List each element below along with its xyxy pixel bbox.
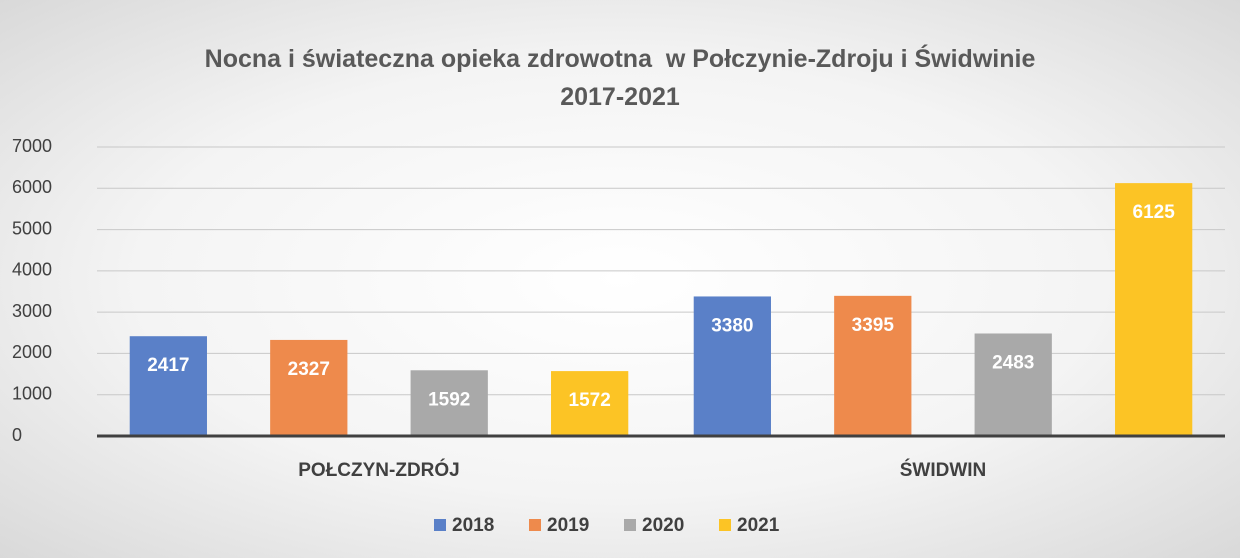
- legend-label: 2018: [452, 515, 494, 536]
- data-label: 6125: [1133, 202, 1176, 223]
- y-tick-label: 5000: [12, 218, 52, 238]
- data-label: 2483: [992, 353, 1034, 374]
- x-tick-label: POŁCZYN-ZDRÓJ: [298, 459, 460, 481]
- legend-swatch: [719, 519, 731, 531]
- legend-swatch: [624, 519, 636, 531]
- data-label: 3395: [852, 315, 895, 336]
- bar: [974, 333, 1052, 436]
- y-tick-label: 6000: [12, 177, 52, 197]
- data-label: 3380: [711, 315, 753, 336]
- bar: [834, 295, 912, 436]
- bar: [410, 370, 488, 436]
- legend-swatch: [529, 519, 541, 531]
- bar: [551, 371, 629, 436]
- y-tick-label: 4000: [12, 260, 52, 280]
- y-tick-label: 2000: [12, 342, 52, 362]
- data-label: 2417: [147, 355, 189, 376]
- data-label: 1592: [428, 389, 470, 410]
- y-tick-label: 7000: [12, 136, 52, 156]
- y-tick-label: 0: [12, 425, 22, 445]
- bar: [270, 339, 348, 436]
- data-label: 1572: [569, 390, 611, 411]
- legend-swatch: [434, 519, 446, 531]
- bar: [129, 336, 207, 436]
- x-tick-label: ŚWIDWIN: [900, 459, 987, 481]
- y-tick-label: 1000: [12, 383, 52, 403]
- legend-label: 2020: [642, 515, 684, 536]
- chart-title: Nocna i świateczna opieka zdrowotna w Po…: [204, 45, 1043, 111]
- legend-label: 2019: [547, 515, 589, 536]
- y-tick-label: 3000: [12, 301, 52, 321]
- data-label: 2327: [288, 359, 330, 380]
- bar: [1115, 183, 1193, 436]
- legend-label: 2021: [737, 515, 780, 536]
- bar: [693, 296, 771, 436]
